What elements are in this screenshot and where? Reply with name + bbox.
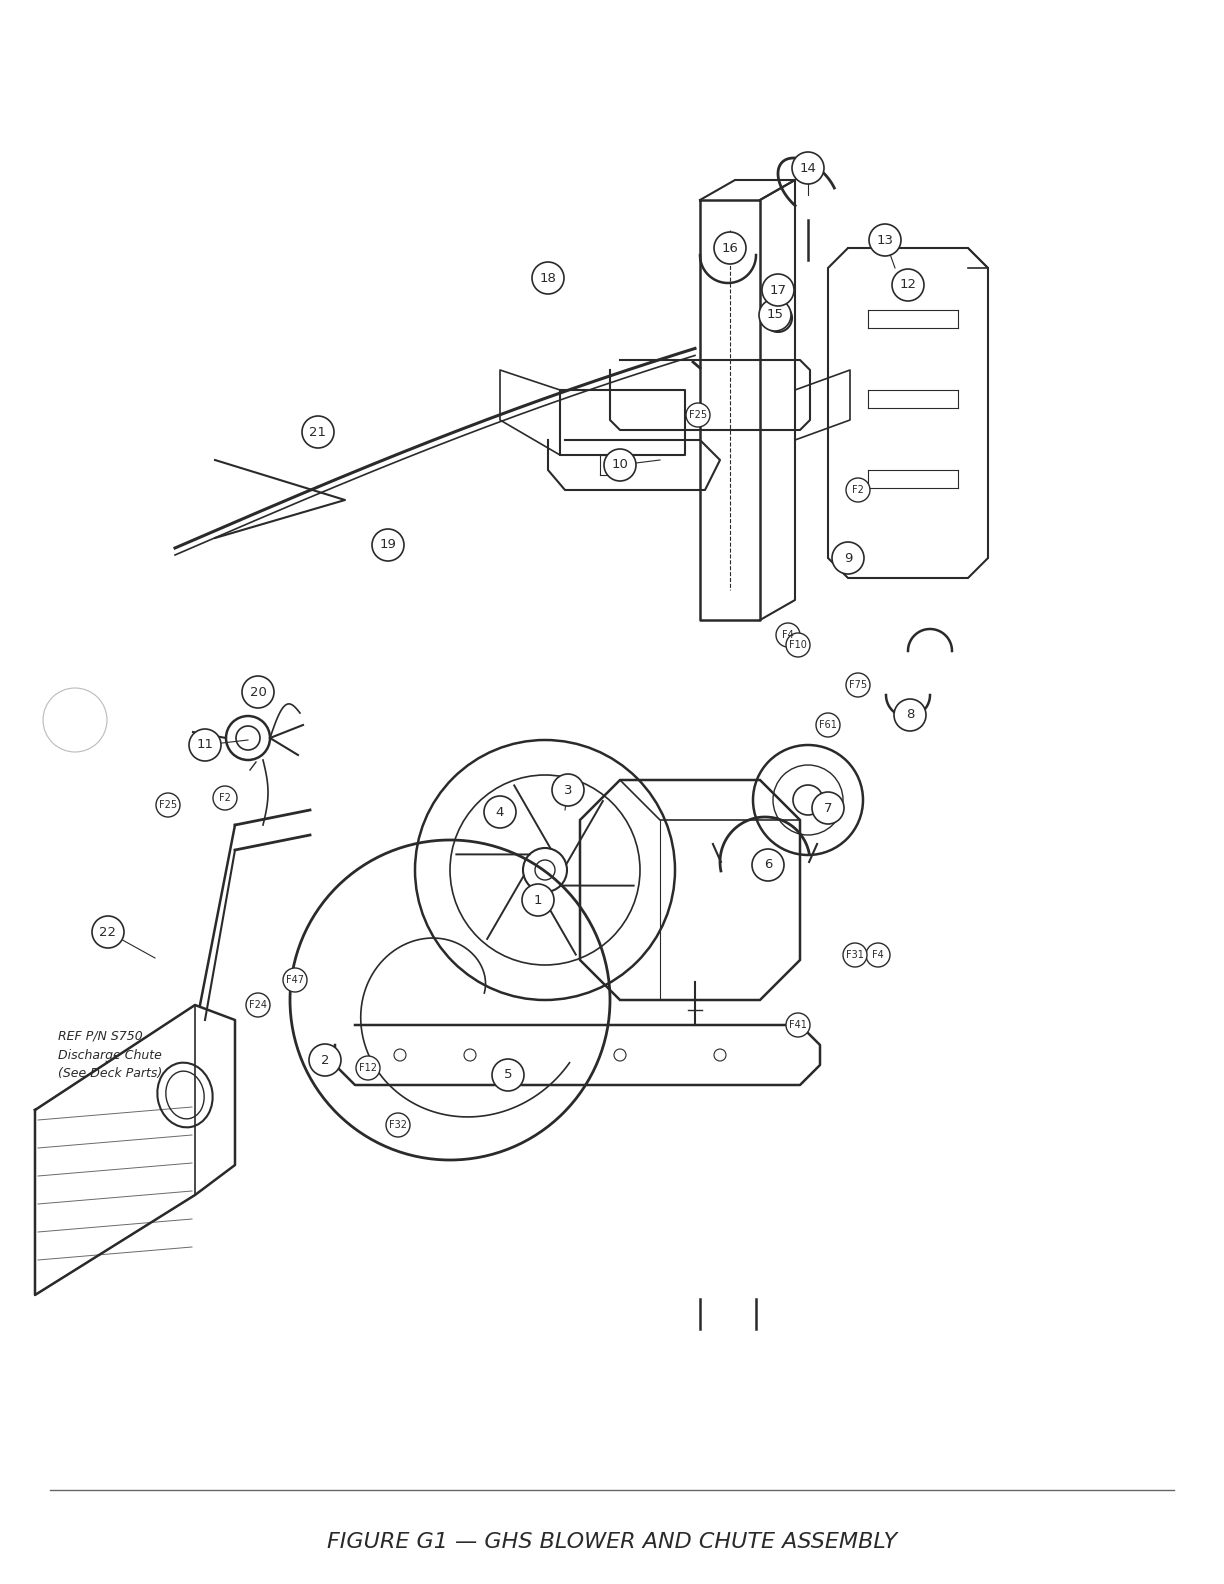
Circle shape	[92, 916, 124, 947]
Text: 19: 19	[379, 539, 397, 551]
Circle shape	[894, 699, 927, 730]
Circle shape	[763, 274, 794, 306]
Text: 20: 20	[250, 686, 267, 699]
Text: F4: F4	[873, 950, 884, 960]
Circle shape	[213, 786, 237, 809]
Text: 22: 22	[99, 925, 116, 938]
Circle shape	[843, 942, 867, 966]
Circle shape	[356, 1057, 379, 1080]
Text: 10: 10	[612, 458, 628, 472]
Circle shape	[786, 634, 810, 657]
Circle shape	[521, 884, 554, 916]
Circle shape	[846, 673, 870, 697]
Text: F75: F75	[849, 680, 867, 691]
Circle shape	[685, 402, 710, 428]
Circle shape	[532, 261, 564, 295]
Text: F24: F24	[248, 1000, 267, 1011]
Circle shape	[552, 775, 584, 806]
Text: F32: F32	[389, 1120, 408, 1129]
Text: 2: 2	[321, 1053, 329, 1066]
Circle shape	[714, 231, 745, 265]
Circle shape	[752, 849, 785, 881]
Circle shape	[792, 152, 824, 184]
Text: 21: 21	[310, 426, 327, 439]
Circle shape	[302, 417, 334, 448]
Text: 9: 9	[843, 551, 852, 564]
Text: F41: F41	[789, 1020, 807, 1030]
Circle shape	[603, 448, 636, 482]
Circle shape	[786, 1014, 810, 1038]
Circle shape	[483, 797, 517, 828]
Circle shape	[386, 1114, 410, 1137]
Text: F25: F25	[689, 410, 707, 420]
Text: 16: 16	[722, 241, 738, 255]
Text: 18: 18	[540, 271, 557, 285]
Text: F47: F47	[286, 976, 304, 985]
Text: F12: F12	[359, 1063, 377, 1072]
Text: 1: 1	[534, 893, 542, 906]
Text: F10: F10	[789, 640, 807, 649]
Circle shape	[816, 713, 840, 737]
Text: FIGURE G1 — GHS BLOWER AND CHUTE ASSEMBLY: FIGURE G1 — GHS BLOWER AND CHUTE ASSEMBL…	[327, 1532, 897, 1552]
Text: F25: F25	[159, 800, 177, 809]
Circle shape	[188, 729, 222, 760]
Circle shape	[155, 794, 180, 817]
Circle shape	[832, 542, 864, 573]
Text: REF P/N S750
Discharge Chute
(See Deck Parts): REF P/N S750 Discharge Chute (See Deck P…	[58, 1030, 163, 1080]
Text: 3: 3	[564, 784, 573, 797]
Circle shape	[242, 676, 274, 708]
Text: 13: 13	[876, 233, 894, 247]
Text: 12: 12	[900, 279, 917, 291]
Text: 5: 5	[504, 1069, 513, 1082]
Text: F2: F2	[219, 794, 231, 803]
Text: F31: F31	[846, 950, 864, 960]
Circle shape	[246, 993, 271, 1017]
Circle shape	[759, 299, 791, 331]
Circle shape	[492, 1060, 524, 1091]
Circle shape	[776, 623, 800, 646]
Text: 7: 7	[824, 802, 832, 814]
Text: 17: 17	[770, 284, 787, 296]
Text: 8: 8	[906, 708, 914, 721]
Circle shape	[867, 942, 890, 966]
Text: 14: 14	[799, 162, 816, 174]
Text: 15: 15	[766, 309, 783, 322]
Text: 4: 4	[496, 806, 504, 819]
Circle shape	[846, 478, 870, 502]
Circle shape	[869, 223, 901, 257]
Text: F4: F4	[782, 630, 794, 640]
Circle shape	[892, 269, 924, 301]
Circle shape	[283, 968, 307, 992]
Text: 6: 6	[764, 859, 772, 871]
Circle shape	[812, 792, 845, 824]
Circle shape	[308, 1044, 341, 1076]
Text: 11: 11	[197, 738, 213, 751]
Text: F61: F61	[819, 721, 837, 730]
Text: F2: F2	[852, 485, 864, 494]
Circle shape	[372, 529, 404, 561]
